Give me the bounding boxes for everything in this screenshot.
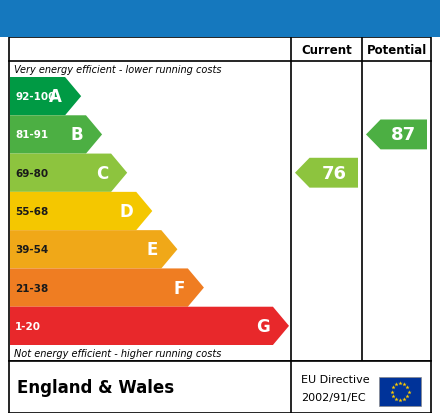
Polygon shape	[10, 307, 289, 345]
Bar	[379, 377, 421, 406]
Text: 92-100: 92-100	[15, 92, 55, 102]
Bar	[0, 0, 440, 38]
Text: EU Directive: EU Directive	[301, 374, 370, 384]
Text: Potential: Potential	[367, 43, 427, 56]
Bar	[9, 38, 431, 361]
Text: 39-54: 39-54	[15, 244, 48, 255]
Text: D: D	[119, 202, 133, 221]
Polygon shape	[10, 269, 204, 307]
Polygon shape	[366, 120, 427, 150]
Bar	[0, 361, 440, 413]
Polygon shape	[10, 230, 177, 269]
Text: A: A	[49, 88, 62, 106]
Polygon shape	[295, 159, 358, 188]
Text: 87: 87	[391, 126, 416, 144]
Text: 1-20: 1-20	[15, 321, 41, 331]
Polygon shape	[10, 116, 102, 154]
Text: Current: Current	[301, 43, 352, 56]
Text: G: G	[256, 317, 270, 335]
Text: Not energy efficient - higher running costs: Not energy efficient - higher running co…	[14, 348, 221, 358]
Text: E: E	[147, 241, 158, 259]
Text: F: F	[173, 279, 185, 297]
Text: C: C	[96, 164, 108, 182]
Text: England & Wales: England & Wales	[17, 378, 174, 396]
Polygon shape	[10, 154, 127, 192]
Text: B: B	[70, 126, 83, 144]
Polygon shape	[10, 192, 152, 230]
Text: 81-91: 81-91	[15, 130, 48, 140]
Text: 55-68: 55-68	[15, 206, 48, 216]
Text: 2002/91/EC: 2002/91/EC	[301, 392, 366, 402]
Text: 76: 76	[321, 164, 346, 182]
Text: 21-38: 21-38	[15, 283, 48, 293]
Polygon shape	[10, 78, 81, 116]
Text: Energy Efficiency Rating: Energy Efficiency Rating	[12, 9, 290, 28]
Text: 69-80: 69-80	[15, 169, 48, 178]
Text: Very energy efficient - lower running costs: Very energy efficient - lower running co…	[14, 65, 221, 75]
